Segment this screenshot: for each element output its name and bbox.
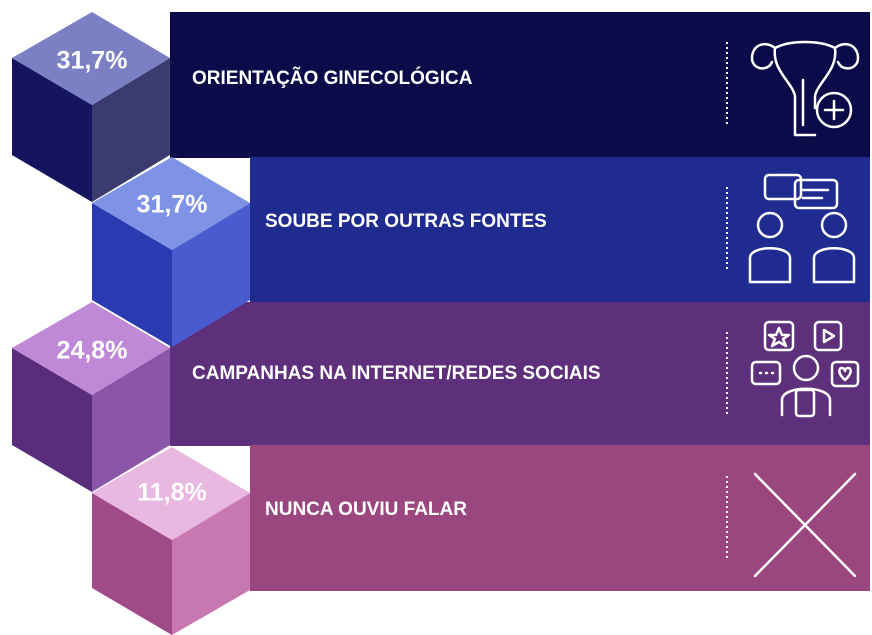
- label: NUNCA OUVIU FALAR: [265, 499, 467, 520]
- conversation-icon: [748, 173, 856, 284]
- cube: [92, 447, 250, 635]
- percentage: 31,7%: [137, 191, 208, 219]
- band: [250, 445, 870, 591]
- label: SOUBE POR OUTRAS FONTES: [265, 211, 547, 232]
- social-media-icon: [750, 320, 860, 418]
- cube: [12, 12, 170, 202]
- band: [170, 12, 870, 158]
- cross-icon: [753, 472, 857, 578]
- label: ORIENTAÇÃO GINECOLÓGICA: [192, 67, 473, 89]
- cube: [12, 302, 170, 492]
- label: CAMPANHAS NA INTERNET/REDES SOCIAIS: [192, 363, 601, 384]
- band: [170, 302, 870, 446]
- percentage: 11,8%: [137, 479, 207, 507]
- uterus-icon: [750, 40, 860, 137]
- band: [250, 157, 870, 303]
- cube: [92, 157, 250, 347]
- percentage: 24,8%: [57, 337, 128, 365]
- percentage: 31,7%: [57, 47, 128, 75]
